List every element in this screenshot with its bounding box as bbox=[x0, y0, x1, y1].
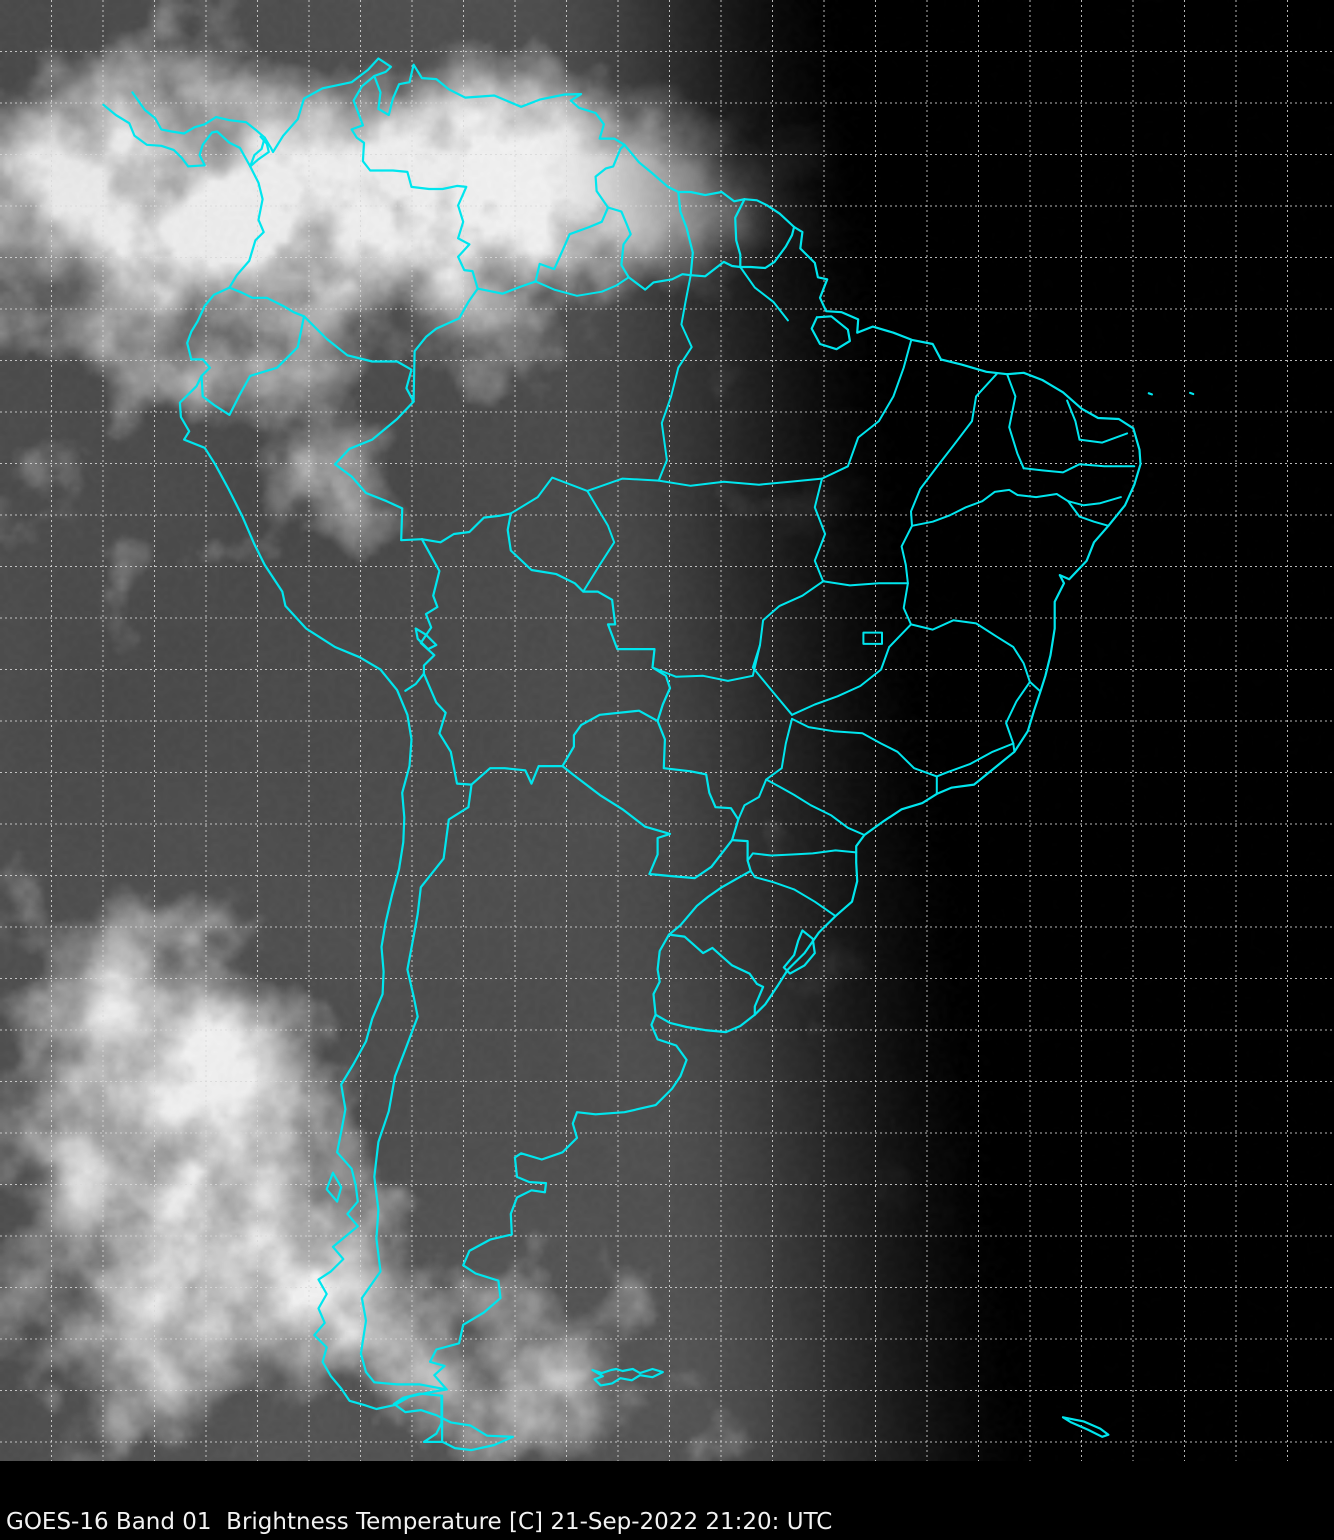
state-border-mato-grosso-goias bbox=[751, 580, 825, 716]
country-border-bolivia-chile bbox=[422, 672, 473, 786]
country-border-peru-bolivia bbox=[419, 538, 441, 675]
satellite-imagery-canvas bbox=[0, 0, 1334, 1461]
coastline-marajo-island bbox=[810, 315, 851, 351]
state-border-mato-grosso-mato-grosso-do-sul bbox=[651, 644, 761, 682]
map-area bbox=[0, 0, 1334, 1461]
state-border-amapa-para bbox=[739, 266, 789, 322]
country-border-paraguay-argentina bbox=[561, 765, 734, 880]
state-border-minas-gerais-sao-paulo bbox=[791, 717, 938, 778]
coastline-falkland-islands bbox=[591, 1367, 664, 1387]
country-border-venezuela-guyana bbox=[594, 143, 626, 209]
state-border-rn-paraiba bbox=[1078, 432, 1129, 444]
state-border-amazonas-south bbox=[509, 476, 660, 515]
country-border-argentina-uruguay bbox=[652, 933, 671, 1016]
coastline-panama-costa-rica-pacific bbox=[102, 103, 252, 168]
country-border-suriname-french-guiana bbox=[734, 198, 746, 269]
state-border-roraima-amazonas bbox=[534, 276, 630, 297]
coastline bbox=[102, 57, 1195, 1452]
state-border-sp-ms-parana-rio-parana bbox=[737, 717, 793, 821]
state-border-mato-grosso-tocantins-araguaia bbox=[813, 477, 827, 583]
country-border-peru-chile bbox=[404, 672, 425, 692]
state-border-bahia-piaui bbox=[911, 488, 1058, 527]
state-border-minas-gerais-espirito-santo bbox=[1005, 680, 1031, 753]
coastline-south-america-mainland bbox=[178, 57, 1142, 1411]
state-border-santa-catarina-rs bbox=[749, 869, 837, 918]
state-border-paraiba-pernambuco bbox=[1022, 463, 1136, 474]
caption-bar: GOES-16 Band 01 Brightness Temperature [… bbox=[0, 1461, 1334, 1540]
country-border-colombia-ecuador bbox=[228, 286, 306, 318]
state-border-pernambuco-alagoas bbox=[1055, 493, 1122, 507]
country-border-bolivia-argentina bbox=[470, 765, 564, 786]
country-border-suriname-brazil bbox=[689, 260, 742, 278]
country-border-argentina-brazil bbox=[667, 839, 752, 936]
state-border-bahia-minas-gerais bbox=[910, 619, 1042, 693]
state-border-amazonas-para bbox=[657, 274, 693, 482]
caption-text: GOES-16 Band 01 Brightness Temperature [… bbox=[6, 1509, 833, 1535]
country-border-bolivia-paraguay bbox=[561, 709, 659, 768]
country-border-guyana-suriname bbox=[677, 190, 694, 277]
state-border-para-tocantins-maranhao bbox=[821, 340, 912, 480]
state-border-minas-gerais-rio bbox=[935, 742, 1015, 795]
graticule bbox=[0, 0, 1334, 1461]
state-border-parana-santa-catarina bbox=[746, 849, 858, 862]
coastline-fernando-de-noronha-b bbox=[1189, 391, 1195, 396]
state-border-rondonia-mato-grosso bbox=[582, 489, 616, 593]
country-border-ecuador-peru bbox=[200, 315, 306, 416]
state-border-tocantins-bahia bbox=[900, 524, 913, 626]
state-border-maranhao-piaui bbox=[910, 372, 998, 527]
country-border-bolivia-brazil bbox=[420, 512, 672, 723]
state-border-sao-paulo-parana bbox=[765, 778, 866, 836]
country-border-panama-colombia bbox=[249, 135, 270, 168]
country-border-venezuela-brazil bbox=[476, 206, 610, 295]
country-border-colombia-brazil bbox=[412, 287, 479, 403]
country-border-uruguay-brazil bbox=[667, 933, 765, 1016]
country-border-chile-argentina bbox=[359, 783, 473, 1391]
map-overlay-svg bbox=[0, 0, 1334, 1461]
state-border-para-mato-grosso bbox=[657, 477, 823, 487]
state-border-ceara-rn bbox=[1066, 399, 1081, 441]
coastline-tierra-del-fuego bbox=[392, 1392, 514, 1452]
coastline-fernando-de-noronha-a bbox=[1147, 392, 1153, 396]
state-border-tocantins-goias bbox=[822, 580, 909, 587]
coastline-panama-costa-rica-caribbean bbox=[131, 91, 266, 139]
coastline-lagoa-dos-patos bbox=[782, 929, 816, 975]
state-border-sergipe-bahia bbox=[1067, 500, 1110, 527]
country-border-colombia-venezuela bbox=[350, 74, 479, 290]
country-border-guyana-brazil bbox=[606, 206, 692, 291]
country-border-peru-brazil bbox=[333, 400, 423, 542]
country-border-paraguay-brazil bbox=[656, 719, 740, 842]
country-border-french-guiana-brazil bbox=[739, 225, 796, 270]
country-border-colombia-peru bbox=[302, 315, 415, 403]
coastline-chiloe-island bbox=[325, 1171, 343, 1203]
coastline-south-georgia bbox=[1061, 1416, 1110, 1438]
coastline-lake-titicaca bbox=[414, 627, 438, 651]
state-border-distrito-federal bbox=[862, 631, 883, 645]
state-border-goias-minas-gerais bbox=[791, 623, 912, 716]
state-border bbox=[509, 266, 1136, 918]
state-border-piaui-ceara bbox=[1006, 373, 1025, 470]
